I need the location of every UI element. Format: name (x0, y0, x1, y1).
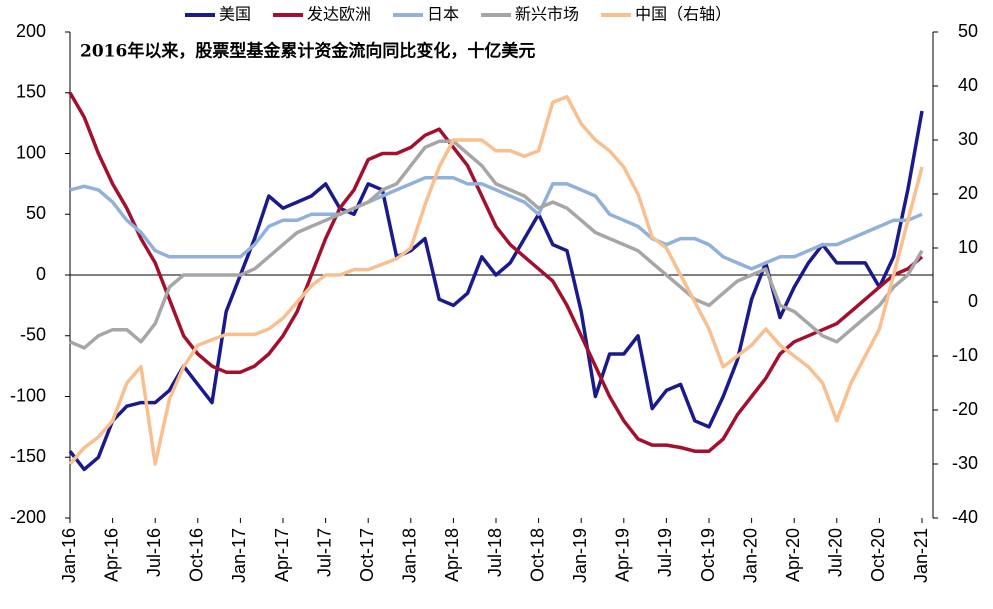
x-tick-label: Oct-20 (868, 528, 888, 582)
x-tick-label: Oct-18 (527, 528, 547, 582)
x-tick-label: Apr-18 (442, 528, 462, 582)
y2-tick-label: 0 (968, 291, 978, 311)
x-tick-label: Jan-18 (400, 528, 420, 583)
legend-label: 发达欧洲 (307, 5, 371, 24)
x-tick-label: Oct-17 (357, 528, 377, 582)
x-tick-label: Jul-19 (655, 528, 675, 577)
x-tick-label: Jul-20 (826, 528, 846, 577)
x-tick-label: Jul-18 (485, 528, 505, 577)
x-tick-label: Jan-19 (570, 528, 590, 583)
y-tick-label: 0 (36, 264, 46, 284)
series-line (69, 139, 924, 350)
y-tick-label: 100 (16, 142, 46, 162)
y2-tick-label: 40 (958, 75, 978, 95)
y2-tick-label: -40 (952, 507, 978, 527)
chart-title: 2016年以来，股票型基金累计资金流向同比变化，十亿美元 (80, 41, 535, 62)
y-tick-label: 200 (16, 21, 46, 41)
x-tick-label: Apr-20 (783, 528, 803, 582)
x-tick-label: Jul-16 (144, 528, 164, 577)
legend-label: 日本 (427, 5, 459, 24)
x-tick-label: Jan-17 (229, 528, 249, 583)
x-tick-label: Jan-21 (911, 528, 931, 583)
y2-tick-label: -20 (952, 399, 978, 419)
x-tick-label: Oct-19 (698, 528, 718, 582)
y-tick-label: 150 (16, 82, 46, 102)
x-tick-label: Apr-17 (272, 528, 292, 582)
series-line (68, 110, 924, 472)
y2-tick-label: 20 (958, 183, 978, 203)
y2-tick-label: -10 (952, 345, 978, 365)
series-line (68, 95, 924, 466)
legend-label: 美国 (219, 5, 251, 24)
y2-tick-label: 10 (958, 237, 978, 257)
series-line (69, 176, 923, 271)
y-tick-label: -200 (10, 507, 46, 527)
x-tick-label: Jan-20 (740, 528, 760, 583)
x-tick-label: Jul-17 (314, 528, 334, 577)
legend-label: 中国（右轴） (635, 5, 731, 24)
y2-tick-label: 30 (958, 129, 978, 149)
x-tick-label: Oct-16 (187, 528, 207, 582)
y-tick-label: -100 (10, 385, 46, 405)
series-line (68, 91, 924, 453)
y2-tick-label: -30 (952, 453, 978, 473)
y-tick-label: 50 (26, 203, 46, 223)
x-tick-label: Apr-19 (613, 528, 633, 582)
y-tick-label: -50 (20, 325, 46, 345)
x-tick-label: Apr-16 (101, 528, 121, 582)
y2-tick-label: 50 (958, 21, 978, 41)
x-tick-label: Jan-16 (59, 528, 79, 583)
legend-label: 新兴市场 (515, 5, 579, 24)
y-tick-label: -150 (10, 446, 46, 466)
